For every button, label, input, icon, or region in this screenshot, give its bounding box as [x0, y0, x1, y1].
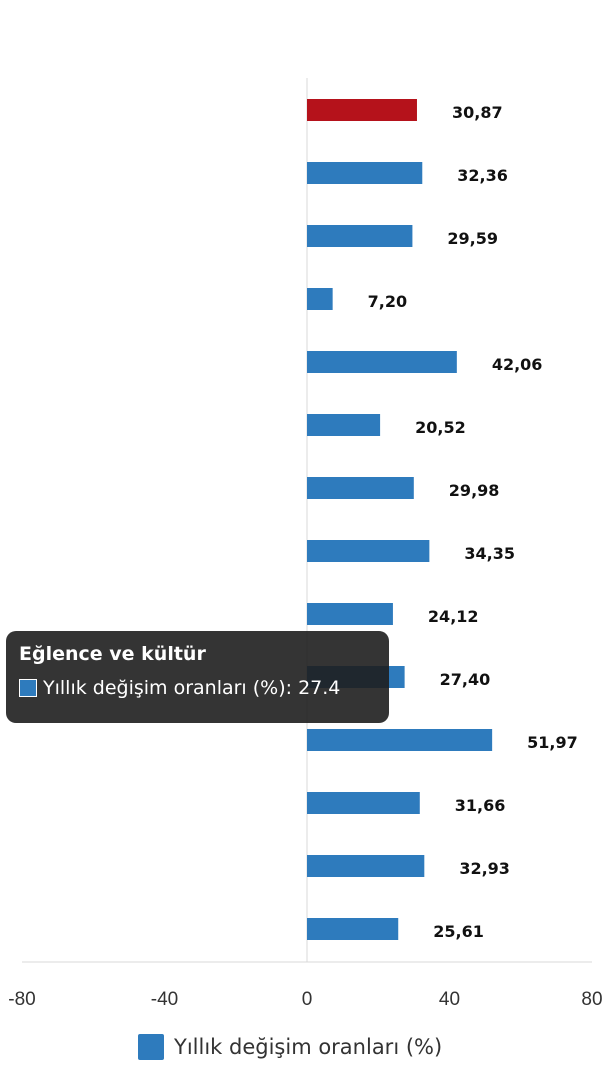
x-tick-label: -80 [8, 989, 35, 1010]
tooltip-text: Yıllık değişim oranları (%): 27.4 [43, 677, 341, 699]
data-label: 31,66 [455, 796, 506, 815]
data-label: 25,61 [433, 922, 484, 941]
bar[interactable] [307, 99, 417, 121]
data-label: 24,12 [428, 607, 479, 626]
data-label: 32,36 [457, 166, 508, 185]
x-tick-label: 40 [439, 989, 460, 1010]
bar[interactable] [307, 288, 333, 310]
bar[interactable] [307, 162, 423, 184]
legend-label: Yıllık değişim oranları (%) [174, 1035, 443, 1059]
bar[interactable] [307, 918, 399, 940]
data-label: 32,93 [459, 859, 510, 878]
data-label: 42,06 [492, 355, 543, 374]
data-label: 34,35 [464, 544, 515, 563]
tooltip-row: Yıllık değişim oranları (%): 27.4 [19, 677, 376, 699]
data-label: 29,59 [447, 229, 498, 248]
bar[interactable] [307, 414, 381, 436]
data-label: 30,87 [452, 103, 503, 122]
chart-tooltip: Eğlence ve kültür Yıllık değişim oranlar… [6, 631, 389, 723]
legend-swatch [138, 1034, 164, 1060]
bar[interactable] [307, 540, 430, 562]
bar[interactable] [307, 603, 393, 625]
data-label: 7,20 [368, 292, 407, 311]
data-label: 51,97 [527, 733, 578, 752]
bar[interactable] [307, 225, 413, 247]
data-label: 29,98 [449, 481, 500, 500]
data-label: 20,52 [415, 418, 466, 437]
bar[interactable] [307, 729, 493, 751]
bar[interactable] [307, 792, 420, 814]
x-tick-label: 0 [302, 989, 313, 1010]
x-axis-tick-labels: -80 -40 0 40 80 [8, 989, 602, 1010]
tooltip-swatch [19, 679, 37, 697]
chart-axes [22, 78, 592, 963]
bar[interactable] [307, 477, 414, 499]
tooltip-title: Eğlence ve kültür [19, 643, 206, 665]
x-tick-label: -40 [151, 989, 178, 1010]
data-label: 27,40 [440, 670, 491, 689]
data-labels: 30,87 32,36 29,59 7,20 42,06 20,52 29,98 34,35 2… [368, 103, 578, 941]
legend-item[interactable]: Yıllık değişim oranları (%) [138, 1032, 442, 1062]
bar[interactable] [307, 855, 425, 877]
x-tick-label: 80 [581, 989, 602, 1010]
bar[interactable] [307, 351, 457, 373]
